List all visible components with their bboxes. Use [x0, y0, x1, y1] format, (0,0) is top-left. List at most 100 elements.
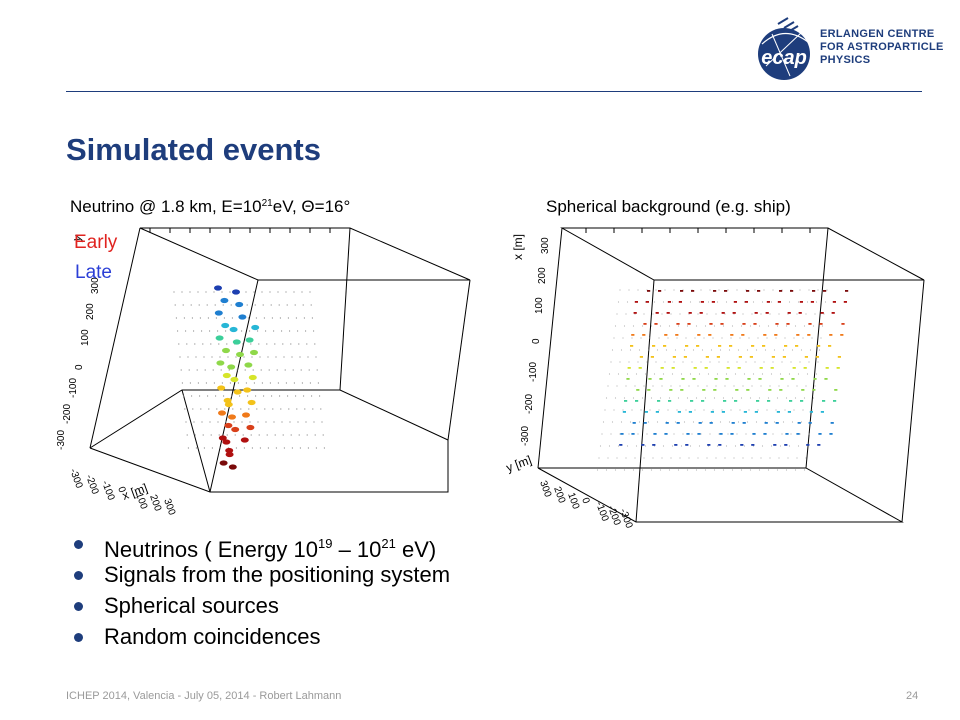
right-y-tick: 200: [551, 485, 567, 505]
logo-wordmark: ERLANGEN CENTRE FOR ASTROPARTICLE PHYSIC…: [820, 28, 944, 67]
detector-grid-dot: [617, 445, 620, 447]
detector-grid-dot: [758, 469, 761, 471]
detector-grid-dot: [809, 349, 812, 351]
event-hit: [620, 433, 624, 435]
detector-grid-dot: [257, 330, 259, 332]
event-hit: [631, 433, 635, 435]
detector-grid-dot: [764, 349, 767, 351]
detector-grid-dot: [261, 291, 263, 293]
detector-grid-dot: [647, 349, 650, 351]
detector-grid-dot: [659, 469, 662, 471]
event-hit: [759, 367, 763, 369]
detector-grid-dot: [787, 385, 789, 387]
event-hit: [787, 411, 791, 413]
detector-grid-dot: [305, 421, 307, 423]
detector-grid-dot: [715, 313, 717, 315]
detector-grid-dot: [788, 445, 791, 447]
bullet-positioning: Signals from the positioning system: [74, 559, 450, 590]
detector-grid-dot: [180, 369, 182, 371]
detector-grid-dot: [722, 469, 725, 471]
detector-grid-dot: [655, 361, 657, 363]
event-hit: [725, 378, 729, 380]
detector-grid-dot: [293, 382, 295, 384]
detector-grid-dot: [203, 356, 205, 358]
detector-grid-dot: [680, 445, 683, 447]
detector-grid-dot: [686, 469, 689, 471]
event-hit: [668, 400, 672, 402]
detector-grid-dot: [265, 330, 267, 332]
detector-grid-dot: [257, 421, 259, 423]
right-y-axis-label: y [m]: [504, 453, 533, 475]
footer-text: ICHEP 2014, Valencia - July 05, 2014 - R…: [66, 690, 342, 702]
slide-title: Simulated events: [66, 132, 321, 167]
bullet-list: Neutrinos ( Energy 1019 – 1021 eV) Signa…: [74, 528, 450, 652]
detector-grid-dot: [295, 317, 297, 319]
detector-grid-dot: [279, 395, 281, 397]
legend-early: Early: [74, 232, 118, 253]
detector-grid-dot: [307, 356, 309, 358]
event-hit: [648, 378, 652, 380]
detector-grid-dot: [727, 289, 729, 291]
detector-grid-dot: [811, 337, 813, 339]
detector-grid-dot: [751, 313, 753, 315]
detector-grid-dot: [212, 369, 214, 371]
event-hit: [804, 356, 808, 358]
detector-grid-dot: [192, 408, 194, 410]
event-hit: [749, 356, 753, 358]
event-hit: [216, 360, 225, 366]
detector-grid-dot: [236, 369, 238, 371]
detector-grid-dot: [322, 434, 324, 436]
detector-grid-dot: [754, 289, 756, 291]
event-hit: [247, 399, 256, 406]
detector-grid-dot: [195, 447, 197, 449]
detector-grid-dot: [199, 317, 201, 319]
detector-grid-dot: [269, 291, 271, 293]
detector-grid-dot: [213, 291, 215, 293]
right-event-hits: [619, 290, 849, 446]
detector-grid-dot: [309, 291, 311, 293]
detector-grid-dot: [734, 373, 737, 375]
event-hit: [766, 301, 770, 303]
detector-grid-dot: [689, 301, 692, 303]
bullet-dot: [74, 571, 83, 580]
detector-grid-dot: [208, 408, 210, 410]
detector-grid-dot: [748, 409, 750, 411]
detector-grid-dot: [198, 304, 200, 306]
logo-line-1: ERLANGEN CENTRE: [820, 28, 935, 40]
event-hit: [222, 347, 230, 354]
detector-grid-dot: [228, 369, 230, 371]
right-y-tick: 0: [579, 496, 591, 505]
event-hit: [624, 400, 628, 402]
event-hit: [770, 367, 774, 369]
detector-grid-dot: [643, 313, 645, 315]
detector-grid-dot: [739, 409, 741, 411]
event-hit: [225, 451, 234, 458]
detector-grid-dot: [274, 343, 276, 345]
detector-grid-dot: [742, 385, 744, 387]
event-hit: [224, 401, 233, 408]
detector-grid-dot: [806, 373, 809, 375]
detector-grid-dot: [697, 313, 699, 315]
detector-grid-dot: [266, 343, 268, 345]
detector-grid-dot: [811, 409, 813, 411]
detector-grid-dot: [252, 369, 254, 371]
event-hit: [829, 433, 833, 435]
event-hit: [639, 356, 643, 358]
event-hit: [822, 400, 826, 402]
detector-grid-dot: [283, 356, 285, 358]
detector-grid-dot: [294, 304, 296, 306]
detector-grid-dot: [223, 317, 225, 319]
right-z-axis-label: x [m]: [511, 234, 525, 260]
detector-grid-dot: [695, 397, 698, 399]
detector-grid-dot: [778, 457, 780, 459]
detector-grid-dot: [601, 433, 603, 435]
detector-grid-dot: [281, 421, 283, 423]
event-hit: [647, 290, 651, 292]
event-hit: [665, 422, 669, 424]
event-hit: [774, 334, 778, 336]
spherical-background-3d-box: 300 200 100 0 -100 -200 -300 x [m] 300 2…: [504, 227, 925, 530]
detector-grid-dot: [755, 421, 758, 423]
detector-grid-dot: [784, 409, 786, 411]
bullet-spherical-text: Spherical sources: [104, 593, 279, 618]
right-z-tick: -300: [520, 426, 531, 446]
